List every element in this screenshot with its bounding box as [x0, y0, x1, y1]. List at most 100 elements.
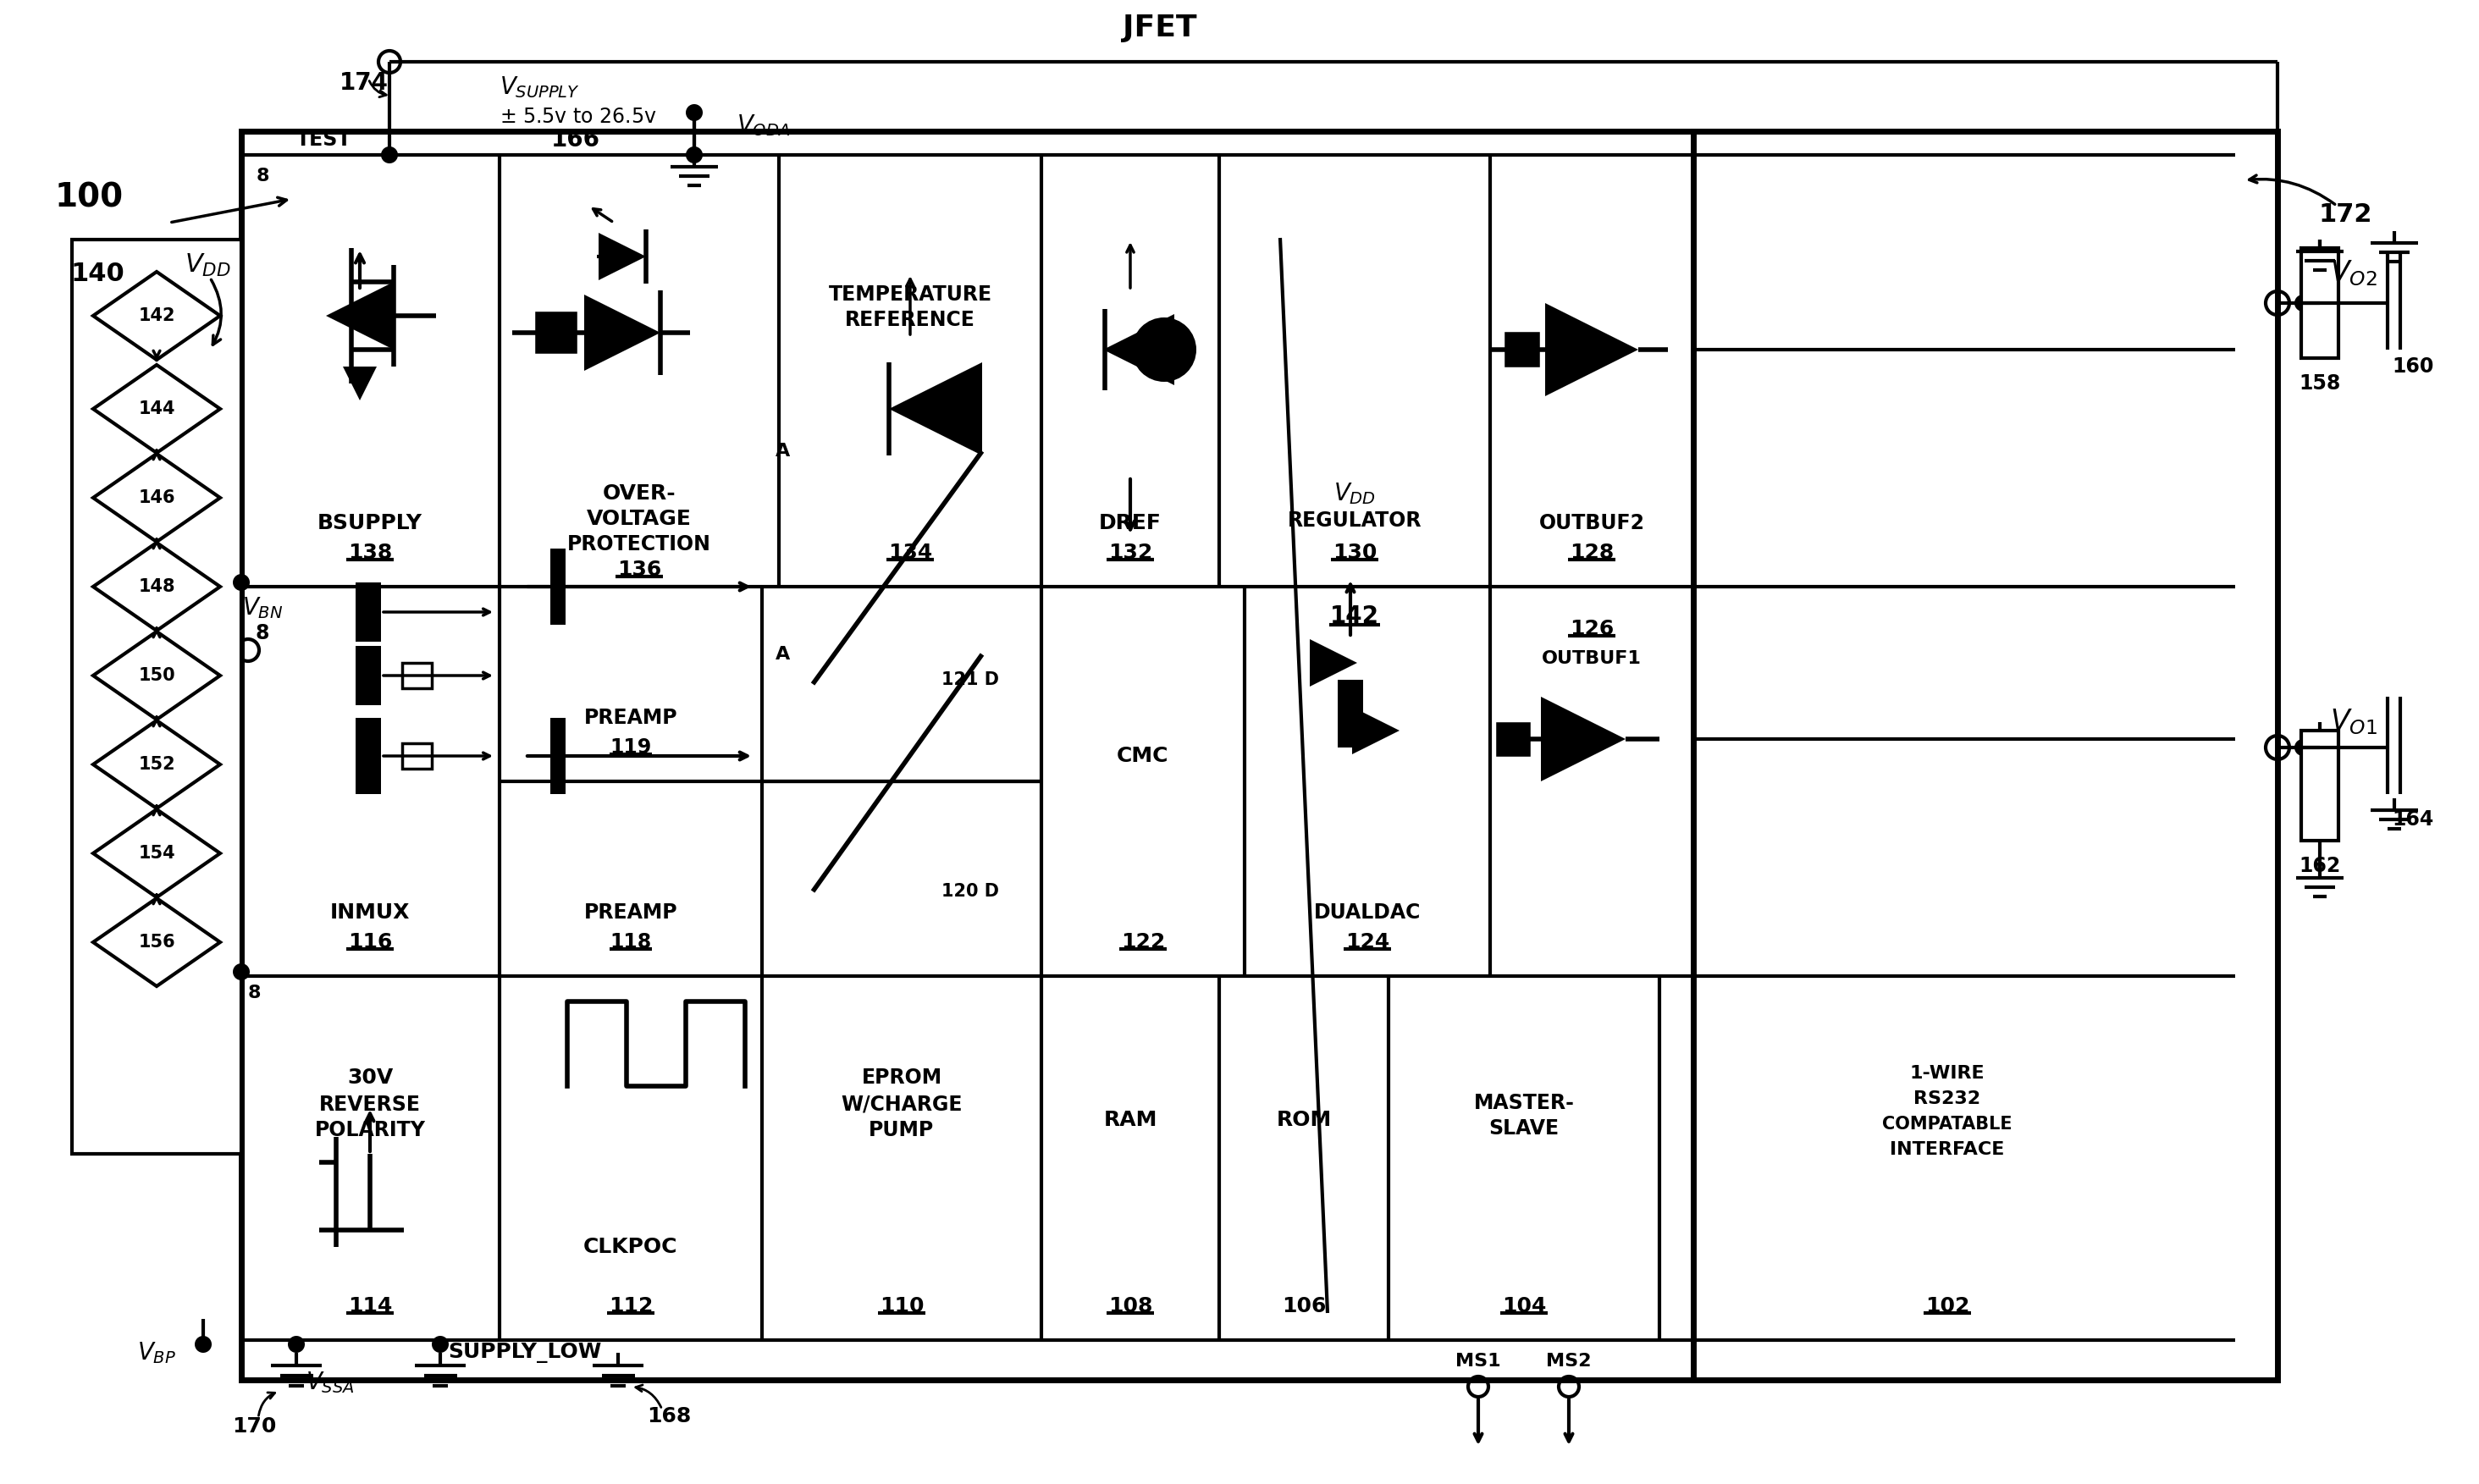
Bar [402, 743, 431, 769]
Text: DREF: DREF [1098, 513, 1163, 533]
Text: 142: 142 [139, 307, 176, 324]
Text: RS232: RS232 [1914, 1091, 1981, 1107]
Text: $V_{SSA}$: $V_{SSA}$ [305, 1370, 354, 1395]
Text: CLKPOC: CLKPOC [583, 1236, 677, 1257]
Text: SLAVE: SLAVE [1490, 1119, 1559, 1138]
Text: REFERENCE: REFERENCE [845, 310, 974, 329]
Polygon shape [1103, 315, 1175, 386]
Circle shape [687, 104, 702, 122]
Text: TEST: TEST [297, 129, 352, 150]
Text: ROM: ROM [1277, 1110, 1331, 1131]
Text: DUALDAC: DUALDAC [1314, 902, 1420, 923]
Text: 166: 166 [550, 128, 600, 151]
Text: CMC: CMC [1118, 746, 1170, 766]
Text: 132: 132 [1108, 543, 1153, 562]
Text: 138: 138 [347, 543, 392, 562]
Text: MS1: MS1 [1455, 1353, 1500, 1370]
Text: 106: 106 [1282, 1296, 1326, 1316]
Text: W/CHARGE: W/CHARGE [840, 1095, 962, 1114]
Text: 168: 168 [647, 1407, 692, 1426]
Bar [72, 239, 240, 1155]
Text: 30V: 30V [347, 1067, 394, 1088]
Text: 121 D: 121 D [942, 671, 999, 689]
Polygon shape [1544, 303, 1639, 396]
Text: 156: 156 [139, 933, 176, 951]
Circle shape [687, 147, 702, 163]
Text: $V_{DD}$: $V_{DD}$ [183, 252, 231, 278]
Text: BSUPPLY: BSUPPLY [317, 513, 421, 533]
Bar [538, 315, 575, 352]
Text: 134: 134 [887, 543, 932, 562]
Bar [354, 582, 382, 641]
Text: 119: 119 [610, 738, 652, 758]
Bar [1507, 334, 1537, 365]
Polygon shape [325, 282, 394, 350]
Bar [402, 663, 431, 689]
Polygon shape [1351, 706, 1401, 754]
Text: JFET: JFET [1123, 13, 1197, 43]
Bar [354, 646, 382, 705]
Text: REVERSE: REVERSE [320, 1095, 421, 1114]
Bar [1693, 131, 2278, 1380]
Text: PREAMP: PREAMP [585, 708, 677, 729]
Text: 120 D: 120 D [942, 883, 999, 899]
Text: OUTBUF1: OUTBUF1 [1542, 650, 1641, 668]
Text: 122: 122 [1121, 932, 1165, 953]
Text: 8: 8 [248, 984, 260, 1002]
Circle shape [1133, 318, 1197, 381]
Text: 160: 160 [2392, 356, 2434, 377]
Text: 128: 128 [1569, 543, 1614, 562]
Polygon shape [94, 809, 221, 898]
Polygon shape [585, 295, 659, 371]
Text: PROTECTION: PROTECTION [568, 534, 711, 555]
Text: 126: 126 [1569, 619, 1614, 640]
Text: 108: 108 [1108, 1296, 1153, 1316]
Circle shape [382, 147, 399, 163]
Bar [1500, 724, 1527, 754]
Text: 152: 152 [139, 755, 176, 773]
Bar [550, 718, 565, 794]
Text: INTERFACE: INTERFACE [1889, 1141, 2006, 1158]
Text: 140: 140 [69, 261, 124, 286]
Text: INMUX: INMUX [330, 902, 409, 923]
Text: $V_{ODA}$: $V_{ODA}$ [736, 113, 791, 138]
Text: 8: 8 [255, 623, 270, 644]
Text: 100: 100 [55, 181, 124, 214]
Polygon shape [94, 720, 221, 809]
Text: $\pm$ 5.5v to 26.5v: $\pm$ 5.5v to 26.5v [501, 107, 657, 128]
Text: 150: 150 [139, 668, 176, 684]
Text: 174: 174 [340, 71, 389, 95]
Text: $V_{O2}$: $V_{O2}$ [2330, 258, 2377, 288]
Bar [240, 131, 2236, 1380]
Text: A: A [776, 442, 791, 460]
Text: 164: 164 [2392, 809, 2434, 830]
Text: $V_{BN}$: $V_{BN}$ [243, 595, 283, 620]
Text: OUTBUF2: OUTBUF2 [1539, 513, 1644, 533]
Text: RAM: RAM [1103, 1110, 1158, 1131]
Text: 154: 154 [139, 844, 176, 862]
Circle shape [196, 1336, 211, 1353]
Text: 114: 114 [347, 1296, 392, 1316]
Text: 158: 158 [2298, 374, 2340, 393]
Text: 102: 102 [1926, 1296, 1968, 1316]
Bar [2301, 730, 2338, 840]
Bar [1339, 680, 1363, 748]
Text: PREAMP: PREAMP [585, 902, 677, 923]
Circle shape [288, 1336, 305, 1353]
Text: 148: 148 [139, 579, 176, 595]
Text: 146: 146 [139, 490, 176, 506]
Circle shape [233, 574, 250, 591]
Text: 116: 116 [347, 932, 392, 953]
Text: 130: 130 [1334, 543, 1376, 562]
Circle shape [2296, 295, 2310, 312]
Text: 8: 8 [255, 168, 270, 184]
Text: $V_{SUPPLY}$: $V_{SUPPLY}$ [501, 74, 580, 99]
Text: EPROM: EPROM [860, 1067, 942, 1088]
Text: 144: 144 [139, 401, 176, 417]
Polygon shape [342, 367, 377, 401]
Bar [354, 718, 382, 794]
Polygon shape [1309, 640, 1356, 687]
Text: MS2: MS2 [1547, 1353, 1592, 1370]
Text: COMPATABLE: COMPATABLE [1882, 1116, 2013, 1132]
Circle shape [233, 963, 250, 981]
